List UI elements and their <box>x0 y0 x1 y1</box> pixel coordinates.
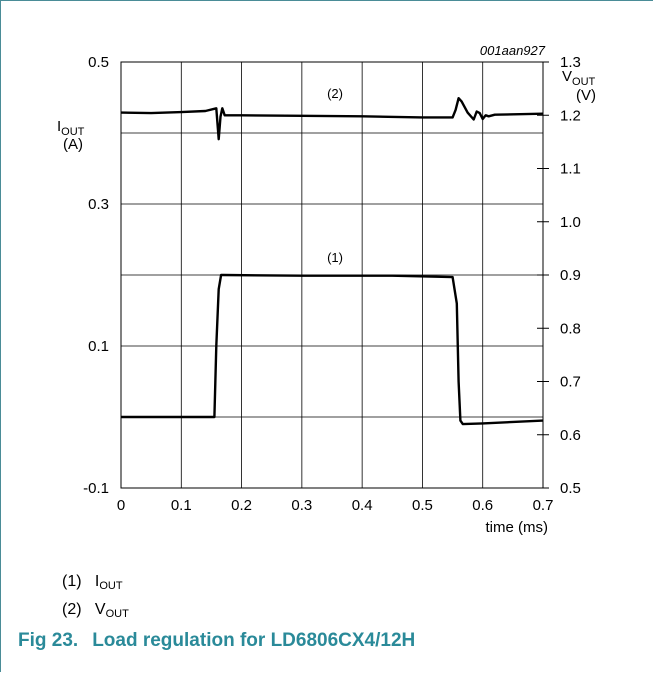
left-tick-label: 0.1 <box>88 338 109 355</box>
right-tick-label: 1.2 <box>560 107 581 124</box>
load-regulation-chart: 0 0.1 0.2 0.3 0.4 0.5 0.6 0.7 0.5 0.3 0.1 -0.1 1.3 1.… <box>57 43 596 536</box>
figure-title: Load regulation for LD6806CX4/12H <box>92 630 416 651</box>
x-tick-label: 0.7 <box>533 497 554 514</box>
right-tick-label: 0.7 <box>560 374 581 391</box>
legend-item-2: (2) VOUT <box>62 601 129 620</box>
legend-main: V <box>94 601 106 618</box>
right-tick-label: 0.8 <box>560 320 581 337</box>
right-axis-unit: (V) <box>576 87 596 104</box>
legend-sub: OUT <box>105 608 129 620</box>
x-tick-label: 0.2 <box>231 497 252 514</box>
series-line-2 <box>120 96 544 141</box>
left-axis-label: IOUT <box>57 118 85 138</box>
legend-sub: OUT <box>99 580 123 592</box>
left-tick-label: -0.1 <box>83 480 109 497</box>
x-tick-label: 0.4 <box>352 497 373 514</box>
chart-annotations: (2) (1) <box>327 86 343 265</box>
legend-item-1: (1) IOUT <box>62 573 123 592</box>
x-tick-label: 0.3 <box>291 497 312 514</box>
x-tick-label: 0.1 <box>171 497 192 514</box>
right-tick-label: 1.1 <box>560 161 581 178</box>
x-tick-label: 0 <box>117 497 125 514</box>
figure-number: Fig 23. <box>18 630 79 651</box>
left-tick-label: 0.3 <box>88 196 109 213</box>
series-annotation-2: (1) <box>327 250 343 265</box>
right-tick-label: 0.9 <box>560 267 581 284</box>
chart-ticks: 0 0.1 0.2 0.3 0.4 0.5 0.6 0.7 0.5 0.3 0.1 -0.1 1.3 1.… <box>83 54 581 514</box>
x-tick-label: 0.6 <box>472 497 493 514</box>
legend-main: I <box>94 573 100 590</box>
right-tick-label: 1.3 <box>560 54 581 71</box>
right-axis-label: VOUT <box>562 68 596 88</box>
figure-code: 001aan927 <box>480 43 546 58</box>
left-axis-unit: (A) <box>63 136 83 153</box>
right-tick-label: 0.6 <box>560 427 581 444</box>
series-line-1 <box>121 273 544 426</box>
right-tick-label: 1.0 <box>560 214 581 231</box>
legend-number: (1) <box>62 573 82 590</box>
figure-caption: Fig 23. Load regulation for LD6806CX4/12H <box>18 630 429 652</box>
right-tick-label: 0.5 <box>560 480 581 497</box>
chart-lines <box>120 96 544 426</box>
left-tick-label: 0.5 <box>88 54 109 71</box>
x-tick-label: 0.5 <box>412 497 433 514</box>
x-axis-label: time (ms) <box>486 519 549 536</box>
series-annotation-1: (2) <box>327 86 343 101</box>
legend-number: (2) <box>62 601 82 618</box>
